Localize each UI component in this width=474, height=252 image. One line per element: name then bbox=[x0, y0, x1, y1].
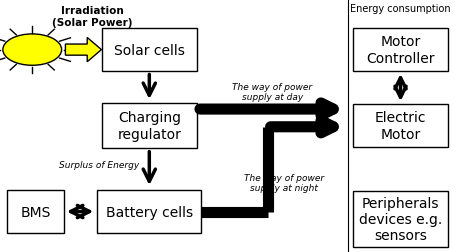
Text: Energy consumption: Energy consumption bbox=[350, 4, 451, 14]
FancyBboxPatch shape bbox=[353, 29, 448, 72]
Text: BMS: BMS bbox=[20, 205, 51, 219]
FancyBboxPatch shape bbox=[102, 29, 197, 72]
FancyBboxPatch shape bbox=[353, 105, 448, 147]
Text: Charging
regulator: Charging regulator bbox=[118, 111, 181, 141]
FancyBboxPatch shape bbox=[7, 190, 64, 233]
Text: Solar cells: Solar cells bbox=[114, 43, 185, 57]
Text: The way of power
supply at night: The way of power supply at night bbox=[244, 173, 325, 192]
Text: The way of power
supply at day: The way of power supply at day bbox=[232, 82, 313, 102]
Text: Motor
Controller: Motor Controller bbox=[366, 35, 435, 66]
Text: Surplus of Energy: Surplus of Energy bbox=[59, 161, 140, 170]
FancyBboxPatch shape bbox=[97, 190, 201, 233]
Text: Peripherals
devices e.g.
sensors: Peripherals devices e.g. sensors bbox=[359, 196, 442, 242]
FancyBboxPatch shape bbox=[353, 192, 448, 247]
Circle shape bbox=[3, 35, 62, 66]
Text: Electric
Motor: Electric Motor bbox=[375, 111, 426, 141]
Text: Irradiation
(Solar Power): Irradiation (Solar Power) bbox=[52, 6, 133, 28]
FancyBboxPatch shape bbox=[102, 103, 197, 149]
Text: Battery cells: Battery cells bbox=[106, 205, 193, 219]
Polygon shape bbox=[65, 38, 101, 62]
